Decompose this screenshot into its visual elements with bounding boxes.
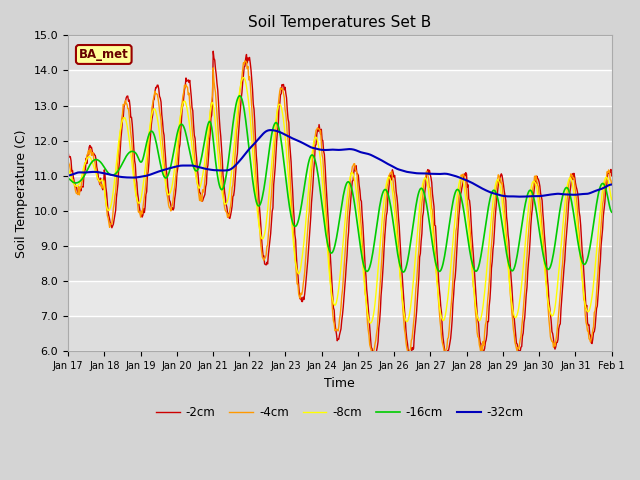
-16cm <box>399 269 407 275</box>
-16cm <box>64 176 72 181</box>
-2cm <box>130 145 138 151</box>
-4cm <box>185 90 193 96</box>
Bar <box>68 106 612 141</box>
Line: -2cm: -2cm <box>68 51 612 361</box>
Y-axis label: Soil Temperature (C): Soil Temperature (C) <box>15 129 28 258</box>
Text: BA_met: BA_met <box>79 48 129 61</box>
Line: -8cm: -8cm <box>68 78 612 323</box>
-8cm <box>239 75 247 81</box>
-16cm <box>423 205 431 211</box>
-16cm <box>185 146 193 152</box>
Line: -4cm: -4cm <box>68 61 612 357</box>
-8cm <box>214 149 221 155</box>
Title: Soil Temperatures Set B: Soil Temperatures Set B <box>248 15 431 30</box>
-8cm <box>423 179 431 185</box>
-8cm <box>608 197 616 203</box>
Bar <box>68 176 612 211</box>
-8cm <box>367 320 374 326</box>
-2cm <box>209 48 217 54</box>
-4cm <box>64 158 72 164</box>
-4cm <box>74 192 82 197</box>
-4cm <box>214 121 221 127</box>
-4cm <box>608 181 616 187</box>
Bar <box>68 246 612 281</box>
-16cm <box>214 174 221 180</box>
Legend: -2cm, -4cm, -8cm, -16cm, -32cm: -2cm, -4cm, -8cm, -16cm, -32cm <box>151 401 529 424</box>
-32cm <box>74 169 82 175</box>
X-axis label: Time: Time <box>324 377 355 390</box>
-4cm <box>423 169 431 175</box>
-2cm <box>423 170 431 176</box>
Bar <box>68 36 612 71</box>
-32cm <box>406 169 414 175</box>
-32cm <box>267 127 275 133</box>
-32cm <box>64 173 72 179</box>
-2cm <box>64 148 72 154</box>
-32cm <box>130 175 138 180</box>
-16cm <box>130 149 138 155</box>
-4cm <box>130 166 138 171</box>
-16cm <box>236 93 243 99</box>
-8cm <box>74 183 82 189</box>
-32cm <box>185 163 193 168</box>
-32cm <box>516 194 524 200</box>
Bar <box>68 316 612 351</box>
-8cm <box>130 177 138 182</box>
-32cm <box>214 168 221 173</box>
-8cm <box>64 167 72 172</box>
Line: -32cm: -32cm <box>68 130 612 197</box>
-8cm <box>185 118 193 124</box>
-4cm <box>408 337 415 343</box>
-32cm <box>608 181 616 187</box>
-2cm <box>408 351 415 357</box>
-32cm <box>422 170 430 176</box>
-2cm <box>185 80 193 85</box>
-16cm <box>408 235 415 240</box>
-4cm <box>241 58 249 64</box>
-2cm <box>214 99 222 105</box>
-8cm <box>408 299 415 304</box>
-2cm <box>370 358 378 364</box>
-2cm <box>74 190 82 196</box>
Line: -16cm: -16cm <box>68 96 612 272</box>
-4cm <box>368 354 376 360</box>
-16cm <box>608 209 616 215</box>
-2cm <box>608 173 616 179</box>
-16cm <box>74 180 82 185</box>
